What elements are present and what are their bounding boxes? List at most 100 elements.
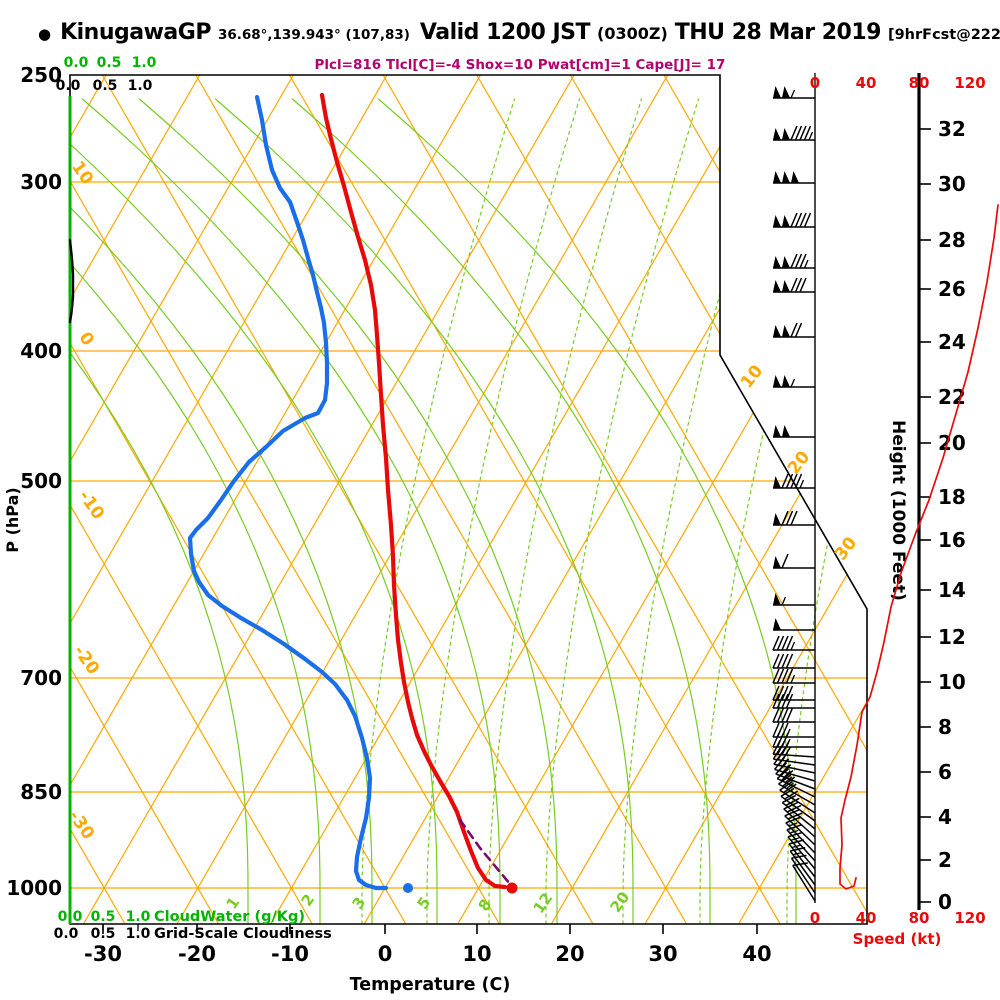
pressure-tick-label: 850 [20, 780, 62, 804]
wind-barb [773, 553, 815, 569]
barb-full [790, 277, 798, 293]
wind-barb [773, 375, 815, 388]
speed-profile-line [839, 204, 999, 890]
barb-full [776, 635, 785, 651]
speed-tick-label-top: 120 [954, 74, 985, 92]
barb-full [772, 722, 780, 738]
wind-barb [772, 722, 815, 738]
isotherm-line [270, 75, 762, 924]
wind-barb [773, 253, 815, 269]
barb-full [785, 693, 794, 709]
barb-full [803, 212, 812, 228]
mixing-ratio-label: 3 [349, 894, 370, 913]
barb-full [784, 809, 800, 817]
cloudwater-scale-top: 1.0 [132, 55, 157, 71]
barb-full [790, 253, 798, 269]
barb-full [785, 510, 794, 526]
barb-pennant [773, 128, 781, 140]
cloudiness-scale-top: 0.5 [93, 78, 118, 94]
station-coordinates: 36.68°,139.943° (107,83) [217, 27, 410, 43]
barb-staff [776, 777, 816, 798]
barb-pennant [782, 86, 790, 98]
wind-barb [772, 668, 815, 684]
cloudiness-scale-top: 0.0 [56, 78, 81, 94]
barb-full [785, 816, 801, 824]
barb-full [794, 473, 803, 489]
pressure-gridlines [70, 181, 867, 889]
pressure-tick-label: 250 [20, 63, 62, 87]
isotherm-line [82, 75, 575, 924]
height-tick-label: 8 [938, 715, 952, 739]
isotherm-line [457, 75, 867, 924]
barb-full [781, 553, 789, 569]
speed-profile [839, 204, 999, 890]
speed-tick-label-bottom: 80 [909, 909, 930, 927]
wind-barb [773, 125, 815, 141]
isotherm-line [176, 75, 669, 924]
barb-full [781, 685, 789, 701]
isotherm-lines [70, 75, 867, 924]
barb-staff [789, 850, 816, 886]
dry-adiabat-label: -10 [74, 487, 108, 524]
cloudiness-scale-bottom: 0.5 [91, 926, 116, 942]
barb-half [789, 829, 799, 834]
wind-barb [772, 685, 815, 701]
barb-full [772, 635, 780, 651]
barb-pennant [782, 425, 790, 437]
barb-full [785, 473, 794, 489]
dry-adiabat-line [70, 75, 313, 924]
wind-barbs [772, 86, 816, 903]
dry-adiabat-line [288, 75, 781, 924]
mixing-ratio-label: 2 [298, 891, 319, 910]
barb-full [788, 839, 805, 845]
cloudwater-scale-bottom: 1.0 [126, 909, 151, 925]
barb-half [790, 674, 796, 684]
barb-full [787, 831, 803, 838]
barb-full [772, 668, 780, 684]
barb-staff [773, 758, 816, 766]
barb-pennant [773, 513, 781, 525]
wind-barb [773, 425, 815, 438]
temperature-tick-label: 20 [555, 942, 584, 966]
moist-adiabat-line [138, 98, 558, 924]
barb-full [790, 846, 806, 852]
barb-full [772, 653, 780, 669]
stability-indices: Plcl=816 Tlcl[C]=-4 Shox=10 Pwat[cm]=1 C… [314, 57, 726, 73]
barb-pennant [773, 256, 781, 268]
wind-barb [790, 854, 816, 894]
barb-pennant [782, 280, 790, 292]
barb-full [785, 707, 794, 723]
height-tick-label: 20 [938, 431, 966, 455]
barb-half [781, 596, 787, 606]
height-tick-label: 28 [938, 228, 966, 252]
temperature-tick-label: 40 [742, 942, 771, 966]
dry-adiabat-line [70, 75, 220, 924]
barb-full [785, 635, 794, 651]
cloud-profiles [68, 96, 75, 924]
cloudiness-scale-title: Grid-Scale Cloudiness [154, 926, 332, 942]
barb-full [781, 510, 789, 526]
height-tick-label: 26 [938, 277, 966, 301]
barb-full [786, 804, 802, 813]
barb-full [772, 685, 780, 701]
barb-full [779, 781, 793, 791]
barb-full [781, 473, 789, 489]
moist-adiabat-line [70, 98, 373, 924]
barb-full [799, 277, 807, 293]
isotherm-line [70, 75, 294, 924]
barb-full [776, 685, 785, 701]
barb-pennant [773, 618, 781, 630]
wind-barb [773, 171, 815, 184]
mixing-ratio-label: 20 [607, 888, 634, 915]
isotherm-label: 10 [737, 361, 767, 392]
sounding-curves [187, 92, 518, 894]
barb-full [794, 125, 803, 141]
temperature-tick-label: 10 [462, 942, 491, 966]
barb-full [776, 707, 785, 723]
temperature-axis: -30 -20 -10 0 10 20 30 40 Temperature (C) [84, 924, 772, 995]
barb-full [783, 783, 797, 794]
mixing-ratio-line [361, 98, 516, 924]
barb-half [786, 782, 794, 790]
